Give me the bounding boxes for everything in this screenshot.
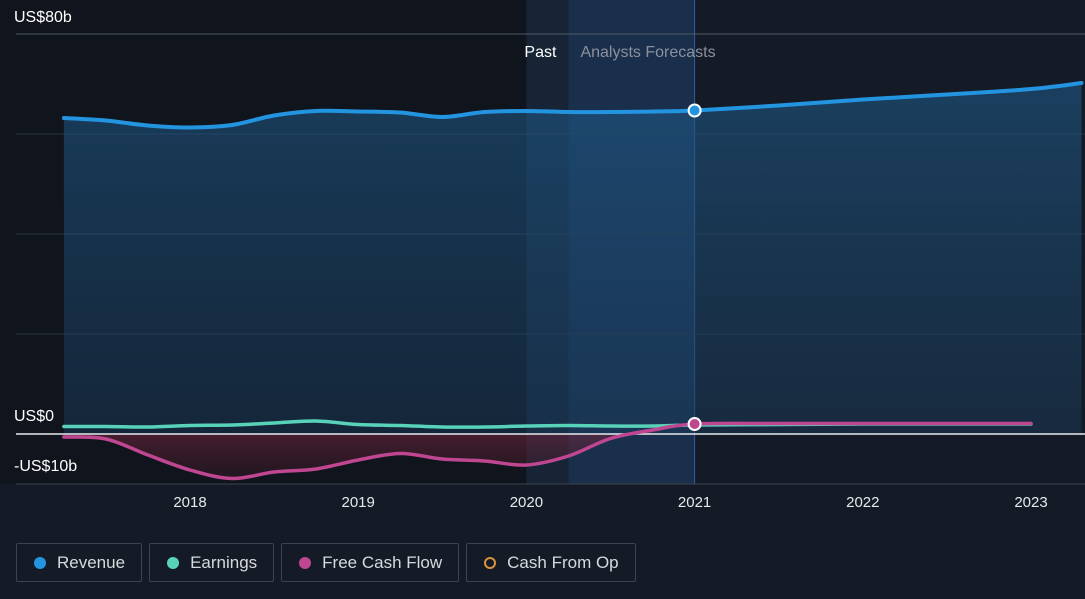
legend-label: Revenue <box>57 552 126 572</box>
y-axis-label-top: US$80b <box>14 9 72 26</box>
legend-label: Cash From Op <box>507 552 619 572</box>
legend-cash-from-op[interactable]: Cash From Op <box>466 543 636 582</box>
past-label: Past <box>524 44 557 61</box>
y-axis-label-zero: US$0 <box>14 408 54 425</box>
cash-from-op-ring-icon <box>484 556 497 569</box>
free-cash-flow-area <box>63 430 653 479</box>
y-axis-label-bottom: -US$10b <box>14 458 77 475</box>
x-tick-label-2019: 2019 <box>342 494 375 511</box>
earnings-dot-icon <box>167 556 180 569</box>
x-tick-label-2018: 2018 <box>173 494 206 511</box>
legend-earnings[interactable]: Earnings <box>149 543 275 582</box>
x-tick-label-2020: 2020 <box>510 494 543 511</box>
legend-free-cash-flow[interactable]: Free Cash Flow <box>281 543 460 582</box>
chart-area: US$80b US$0 -US$10b Past Analysts Forecasts 2… <box>14 0 1085 511</box>
x-tick-label-2021: 2021 <box>678 494 711 511</box>
revenue-dot-icon <box>34 556 46 569</box>
analysts-forecasts-label: Analysts Forecasts <box>580 44 715 61</box>
free-cash-flow-line <box>62 421 1033 481</box>
legend-label: Free Cash Flow <box>322 552 443 572</box>
legend-label: Earnings <box>190 552 258 572</box>
revenue-current-point <box>687 103 702 118</box>
revenue-area <box>63 83 1082 434</box>
free-cash-flow-dot-icon <box>299 556 312 569</box>
legend-revenue[interactable]: Revenue <box>16 543 143 582</box>
financial-line-chart: US$80b US$0 -US$10b Past Analysts Forecasts 2… <box>14 0 1085 511</box>
free-cash-flow-current-point <box>687 417 702 431</box>
x-tick-label-2023: 2023 <box>1014 494 1047 511</box>
x-tick-label-2022: 2022 <box>846 494 879 511</box>
revenue-line <box>61 81 1084 130</box>
chart-legend: Revenue Earnings Free Cash Flow Cash Fro… <box>16 543 636 584</box>
